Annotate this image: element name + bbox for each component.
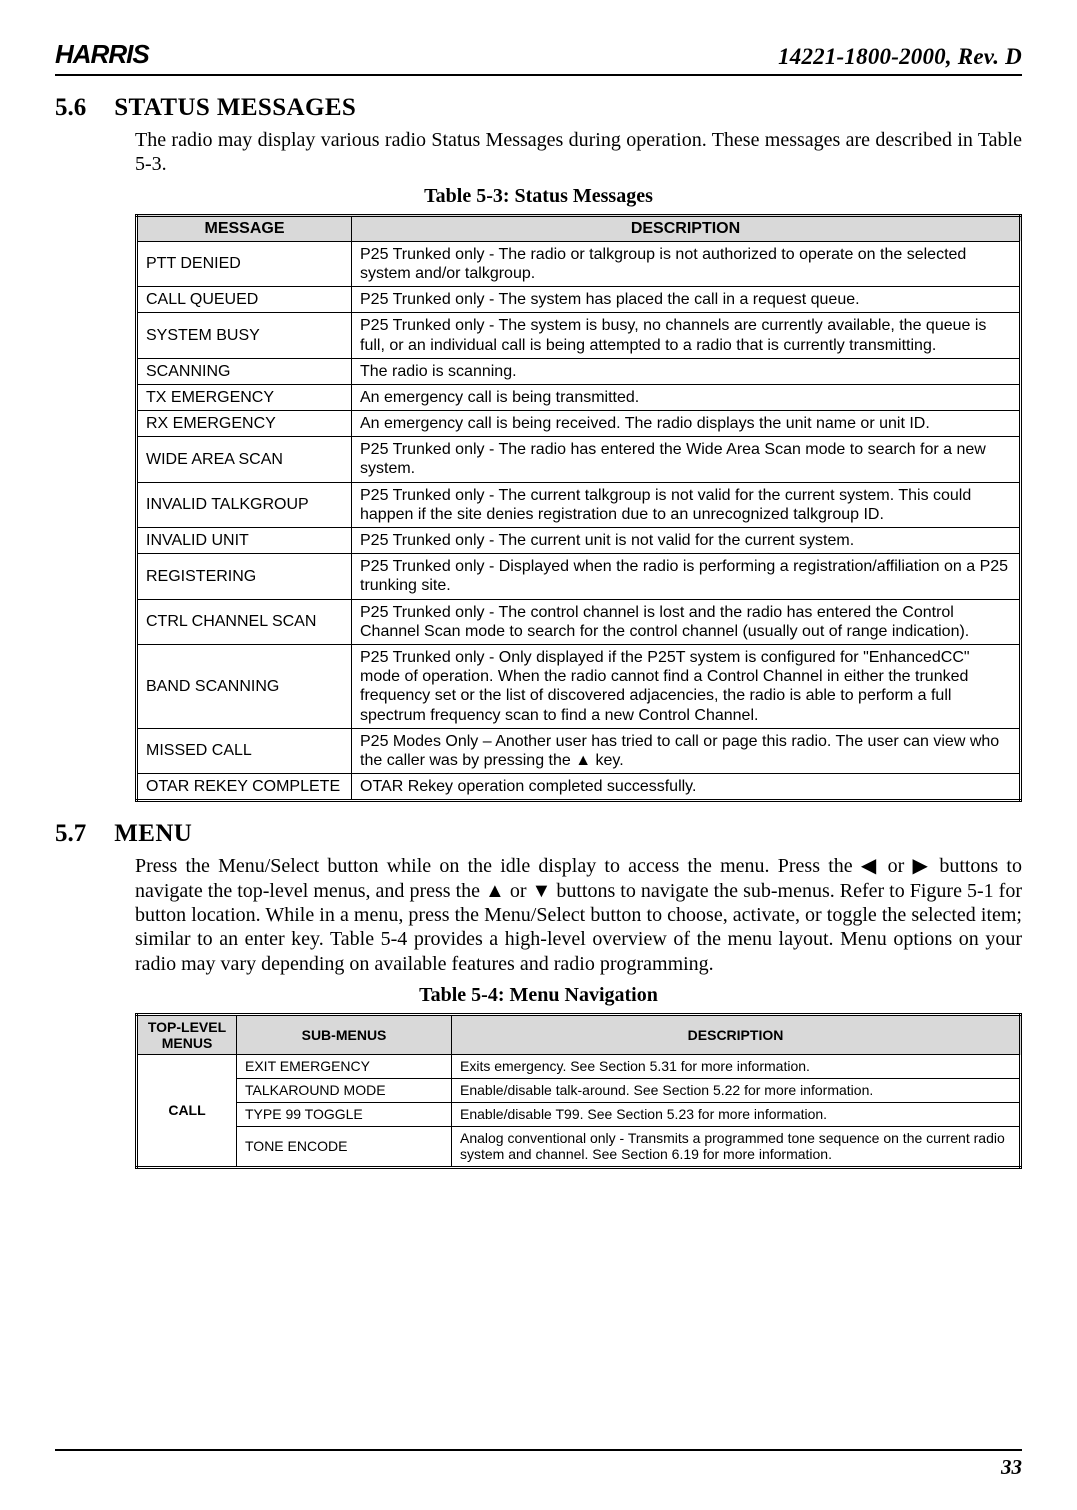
description-cell: P25 Trunked only - The system is busy, n… — [352, 313, 1021, 358]
description-cell: P25 Trunked only - The control channel i… — [352, 599, 1021, 644]
message-cell: WIDE AREA SCAN — [137, 437, 352, 482]
sub-menu-cell: TYPE 99 TOGGLE — [237, 1102, 452, 1126]
table-row: WIDE AREA SCANP25 Trunked only - The rad… — [137, 437, 1021, 482]
description-cell: P25 Trunked only - The system has placed… — [352, 287, 1021, 313]
table-row: INVALID TALKGROUPP25 Trunked only - The … — [137, 482, 1021, 527]
table-row: MISSED CALLP25 Modes Only – Another user… — [137, 728, 1021, 773]
table-row: REGISTERINGP25 Trunked only - Displayed … — [137, 554, 1021, 599]
table-row: TALKAROUND MODEEnable/disable talk-aroun… — [137, 1079, 1021, 1103]
menu-navigation-table: TOP-LEVEL MENUS SUB-MENUS DESCRIPTION CA… — [135, 1013, 1022, 1169]
message-cell: INVALID UNIT — [137, 528, 352, 554]
table-row: SCANNINGThe radio is scanning. — [137, 358, 1021, 384]
harris-logo: HARRIS — [55, 40, 225, 70]
section-5-7-heading: 5.7 MENU — [55, 820, 1022, 848]
table-row: OTAR REKEY COMPLETEOTAR Rekey operation … — [137, 774, 1021, 801]
status-messages-table: MESSAGE DESCRIPTION PTT DENIEDP25 Trunke… — [135, 214, 1022, 803]
section-number: 5.6 — [55, 94, 86, 122]
description-cell: P25 Trunked only - The current talkgroup… — [352, 482, 1021, 527]
description-cell: An emergency call is being transmitted. — [352, 384, 1021, 410]
table-row: CTRL CHANNEL SCANP25 Trunked only - The … — [137, 599, 1021, 644]
page-header: HARRIS 14221-1800-2000, Rev. D — [55, 40, 1022, 76]
table-5-4-caption: Table 5-4: Menu Navigation — [55, 984, 1022, 1007]
message-cell: CTRL CHANNEL SCAN — [137, 599, 352, 644]
description-cell: P25 Trunked only - The current unit is n… — [352, 528, 1021, 554]
page-number: 33 — [1001, 1455, 1022, 1479]
col-header-sub-menus: SUB-MENUS — [237, 1015, 452, 1055]
message-cell: CALL QUEUED — [137, 287, 352, 313]
col-header-description: DESCRIPTION — [352, 215, 1021, 241]
message-cell: PTT DENIED — [137, 241, 352, 286]
table-row: TYPE 99 TOGGLEEnable/disable T99. See Se… — [137, 1102, 1021, 1126]
sub-menu-cell: TALKAROUND MODE — [237, 1079, 452, 1103]
description-cell: Analog conventional only - Transmits a p… — [452, 1126, 1021, 1168]
section-number: 5.7 — [55, 820, 86, 848]
col-header-message: MESSAGE — [137, 215, 352, 241]
document-id: 14221-1800-2000, Rev. D — [778, 44, 1022, 70]
table-row: BAND SCANNINGP25 Trunked only - Only dis… — [137, 644, 1021, 728]
table-header-row: TOP-LEVEL MENUS SUB-MENUS DESCRIPTION — [137, 1015, 1021, 1055]
description-cell: P25 Trunked only - Only displayed if the… — [352, 644, 1021, 728]
sub-menu-cell: EXIT EMERGENCY — [237, 1055, 452, 1079]
table-row: SYSTEM BUSYP25 Trunked only - The system… — [137, 313, 1021, 358]
description-cell: The radio is scanning. — [352, 358, 1021, 384]
description-cell: Enable/disable T99. See Section 5.23 for… — [452, 1102, 1021, 1126]
section-5-7-intro: Press the Menu/Select button while on th… — [135, 854, 1022, 976]
table-row: TX EMERGENCYAn emergency call is being t… — [137, 384, 1021, 410]
col-header-description: DESCRIPTION — [452, 1015, 1021, 1055]
description-cell: OTAR Rekey operation completed successfu… — [352, 774, 1021, 801]
message-cell: MISSED CALL — [137, 728, 352, 773]
top-level-menu-cell: CALL — [137, 1055, 237, 1168]
description-cell: P25 Trunked only - The radio or talkgrou… — [352, 241, 1021, 286]
table-row: RX EMERGENCYAn emergency call is being r… — [137, 411, 1021, 437]
description-cell: Exits emergency. See Section 5.31 for mo… — [452, 1055, 1021, 1079]
description-cell: An emergency call is being received. The… — [352, 411, 1021, 437]
description-cell: P25 Trunked only - Displayed when the ra… — [352, 554, 1021, 599]
table-row: INVALID UNITP25 Trunked only - The curre… — [137, 528, 1021, 554]
table-header-row: MESSAGE DESCRIPTION — [137, 215, 1021, 241]
table-row: CALL QUEUEDP25 Trunked only - The system… — [137, 287, 1021, 313]
table-row: PTT DENIEDP25 Trunked only - The radio o… — [137, 241, 1021, 286]
message-cell: TX EMERGENCY — [137, 384, 352, 410]
section-5-6-intro: The radio may display various radio Stat… — [135, 128, 1022, 177]
description-cell: P25 Modes Only – Another user has tried … — [352, 728, 1021, 773]
svg-text:HARRIS: HARRIS — [55, 40, 150, 69]
message-cell: OTAR REKEY COMPLETE — [137, 774, 352, 801]
message-cell: RX EMERGENCY — [137, 411, 352, 437]
table-5-3-caption: Table 5-3: Status Messages — [55, 185, 1022, 208]
message-cell: BAND SCANNING — [137, 644, 352, 728]
table-row: TONE ENCODEAnalog conventional only - Tr… — [137, 1126, 1021, 1168]
message-cell: REGISTERING — [137, 554, 352, 599]
message-cell: SYSTEM BUSY — [137, 313, 352, 358]
description-cell: P25 Trunked only - The radio has entered… — [352, 437, 1021, 482]
col-header-top-level: TOP-LEVEL MENUS — [137, 1015, 237, 1055]
description-cell: Enable/disable talk-around. See Section … — [452, 1079, 1021, 1103]
page-footer: 33 — [55, 1449, 1022, 1480]
section-title: MENU — [114, 820, 192, 848]
message-cell: INVALID TALKGROUP — [137, 482, 352, 527]
section-title: STATUS MESSAGES — [114, 94, 356, 122]
message-cell: SCANNING — [137, 358, 352, 384]
table-row: CALLEXIT EMERGENCYExits emergency. See S… — [137, 1055, 1021, 1079]
section-5-6-heading: 5.6 STATUS MESSAGES — [55, 94, 1022, 122]
sub-menu-cell: TONE ENCODE — [237, 1126, 452, 1168]
